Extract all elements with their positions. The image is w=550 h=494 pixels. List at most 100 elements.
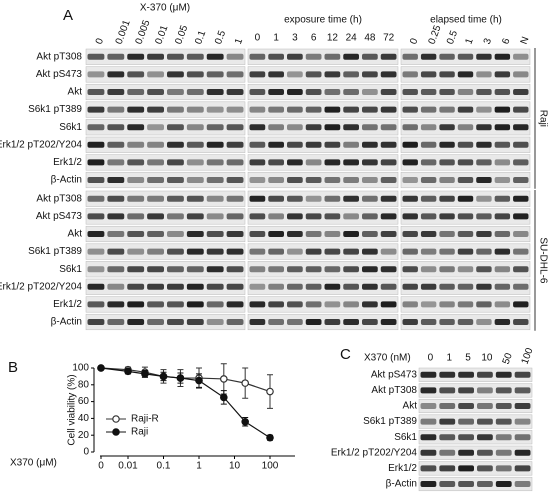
band <box>206 231 224 237</box>
band <box>167 213 184 220</box>
band <box>226 195 244 202</box>
dose-label: 0.01 <box>154 23 171 45</box>
band <box>268 248 284 255</box>
band <box>343 266 359 273</box>
band <box>343 106 359 113</box>
band <box>127 301 145 308</box>
blot-strip <box>85 101 246 118</box>
band <box>87 248 105 255</box>
band <box>476 231 492 237</box>
band <box>495 387 512 394</box>
band <box>287 159 303 166</box>
row-label: S6k1 <box>59 122 82 133</box>
band <box>476 53 492 60</box>
band <box>380 89 397 95</box>
band <box>249 89 266 95</box>
band <box>107 71 125 78</box>
dose-label: 100 <box>520 346 536 366</box>
band <box>305 231 322 237</box>
band <box>186 213 204 220</box>
band <box>439 141 455 148</box>
x-tick-label: 0 <box>98 461 104 472</box>
band <box>87 53 105 60</box>
band <box>206 141 224 148</box>
band <box>513 124 529 131</box>
band <box>186 283 204 290</box>
band <box>477 434 493 441</box>
band <box>87 106 105 113</box>
band <box>494 177 511 183</box>
band <box>186 141 204 148</box>
band <box>513 283 529 290</box>
band <box>147 231 164 237</box>
band <box>494 195 511 202</box>
band <box>343 301 359 308</box>
band <box>268 231 284 237</box>
band <box>494 231 511 237</box>
band <box>495 371 512 378</box>
band <box>476 213 492 220</box>
dose-label: 0.05 <box>173 23 190 45</box>
y-tick-label: 40 <box>78 413 90 424</box>
band <box>147 89 164 95</box>
band <box>249 319 266 325</box>
band <box>494 124 511 131</box>
point <box>124 367 132 376</box>
band <box>147 71 164 78</box>
band <box>87 177 105 183</box>
band <box>287 319 303 325</box>
panel-label: C <box>340 346 351 363</box>
band <box>87 195 105 202</box>
band <box>249 283 266 290</box>
band <box>186 53 204 60</box>
band <box>226 89 244 95</box>
row-label: Akt pS473 <box>371 369 418 380</box>
row-label: S6k1 pT389 <box>28 246 82 257</box>
band <box>147 159 164 166</box>
row-label: S6k1 <box>59 264 82 275</box>
band <box>457 124 474 131</box>
point <box>97 364 105 372</box>
band <box>513 248 529 255</box>
band <box>87 89 105 95</box>
band <box>380 53 397 60</box>
band <box>305 53 322 60</box>
band <box>380 213 397 220</box>
band <box>127 159 145 166</box>
band <box>494 89 511 95</box>
band <box>87 283 105 290</box>
blot-strip <box>247 278 399 295</box>
band <box>127 319 145 325</box>
band <box>206 159 224 166</box>
dose-title: X-370 (μM) <box>140 3 190 14</box>
band <box>476 301 492 308</box>
band <box>476 283 492 290</box>
row-label: β-Actin <box>51 317 82 328</box>
band <box>167 141 184 148</box>
band <box>186 124 204 131</box>
band <box>362 213 378 220</box>
band <box>127 89 145 95</box>
point <box>266 387 274 396</box>
band <box>380 231 397 237</box>
band <box>439 403 456 409</box>
blot-strip <box>247 261 399 278</box>
band <box>439 418 456 425</box>
band <box>249 301 266 308</box>
band <box>186 159 204 166</box>
band <box>305 177 322 183</box>
band <box>514 449 531 456</box>
band <box>226 231 244 237</box>
band <box>420 141 437 148</box>
band <box>107 53 125 60</box>
band <box>127 71 145 78</box>
band <box>458 449 474 456</box>
x-tick-label: 0.01 <box>118 461 138 472</box>
band <box>380 124 397 131</box>
band <box>167 159 184 166</box>
band <box>439 449 456 456</box>
band <box>439 301 455 308</box>
row-label: Erk1/2 pT202/Y204 <box>331 447 418 458</box>
band <box>420 248 437 255</box>
dose-title: X370 (nM) <box>364 353 411 364</box>
